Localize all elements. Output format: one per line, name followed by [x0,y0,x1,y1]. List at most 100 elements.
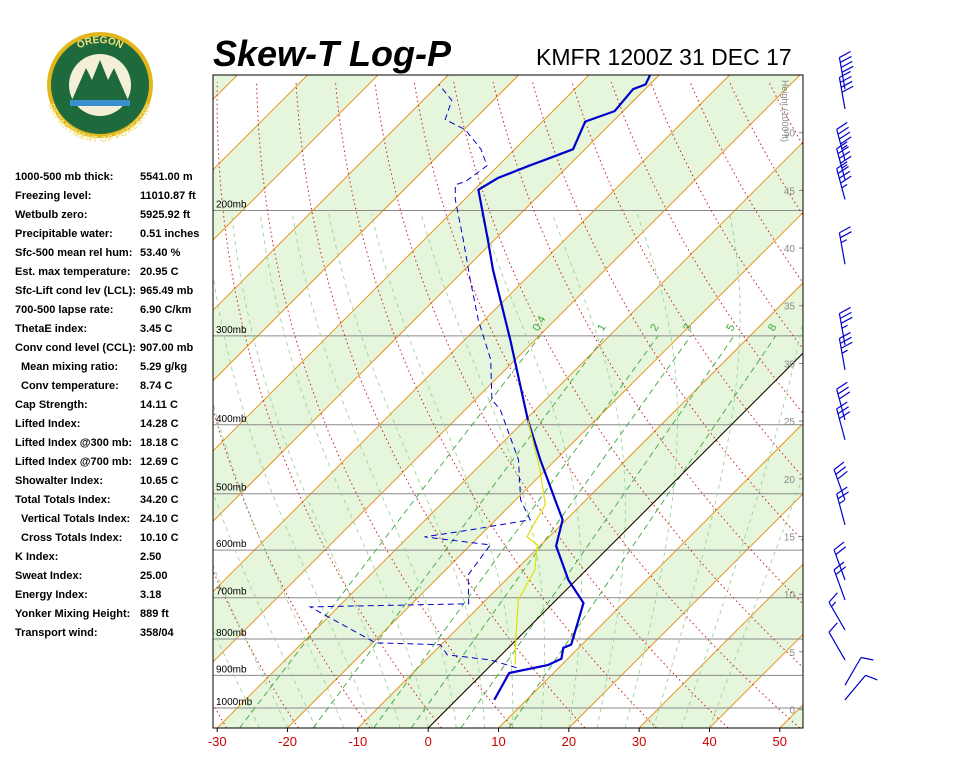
dry-adiabat [808,82,960,728]
index-value: 358/04 [140,627,175,639]
index-value: 10.10 C [140,532,179,544]
index-value: 889 ft [140,608,169,620]
pressure-label: 200mb [216,200,247,211]
wind-barb [833,461,848,501]
logo-top-label: OREGON [75,35,124,51]
wind-barb [836,141,852,180]
index-value: 14.28 C [140,418,179,430]
moist-adiabat [213,564,288,728]
wind-barb [833,561,847,601]
pressure-label: 300mb [216,325,247,336]
profile-line [514,419,546,665]
wind-barb [836,161,852,200]
height-tick-label: 20 [784,475,796,486]
isotherm [213,75,660,522]
height-tick-label: 5 [789,648,795,659]
x-tick-label: 40 [702,734,716,749]
wind-barb [828,592,846,631]
isotherm [216,141,803,728]
index-label: Cap Strength: [15,399,88,411]
wind-barb [836,121,852,161]
index-label: Sfc-Lift cond lev (LCL): [15,285,136,297]
mixing-ratio-line [239,335,541,728]
logo: OREGON DEPARTMENT OF FORESTRY [46,32,154,144]
pressure-label: 400mb [216,414,247,425]
chart-title: Skew-T Log-P [213,33,452,74]
index-value: 14.11 C [140,399,178,411]
index-value: 5541.00 m [140,171,193,183]
plot-overlay: 1000mb 900mb 800mb 700mb 600mb 500mb 400mb 300m… [216,80,803,717]
index-label: Wetbulb zero: [15,209,88,221]
moist-adiabat [291,213,457,728]
moist-adiabat [480,213,582,728]
pressure-label: 900mb [216,664,247,675]
mixing-ratio-label: 1 [595,322,608,333]
dry-adiabat [295,82,586,728]
isotherm [213,75,801,663]
height-tick-label: 0 [789,706,795,717]
mixing-ratio-line [410,335,692,728]
moist-adiabat [680,318,803,728]
index-label: Showalter Index: [15,475,103,487]
index-label: Total Totals Index: [15,494,111,506]
wind-barb [844,656,874,686]
dry-adiabat [216,82,442,728]
freezing-isotherm [427,352,803,728]
moist-adiabat [420,213,545,728]
profile-line [308,84,531,669]
isotherm [213,75,730,593]
index-value: 965.49 mb [140,285,193,297]
wind-barb [838,331,853,371]
wind-barb [836,486,849,526]
mixing-ratio-label: 2 [648,322,661,333]
index-label: 700-500 lapse rate: [15,304,113,316]
x-tick-label: 50 [773,734,787,749]
height-tick-label: 35 [784,302,796,313]
index-label: Transport wind: [15,627,98,639]
index-value: 18.18 C [140,437,179,449]
index-value: 53.40 % [140,247,181,259]
height-tick-label: 15 [784,532,796,543]
mixing-ratio-line [312,335,606,728]
plot-area: 0.4 1 2 3 5 8 [213,75,960,728]
index-label: Lifted Index: [15,418,80,430]
indices-panel: 1000-500 mb thick: 5541.00 m Freezing leve… [15,171,199,639]
x-tick-label: -30 [208,734,227,749]
wind-barb [838,70,854,110]
moist-adiabat [213,401,345,728]
moist-adiabat [551,213,626,728]
isotherm [213,75,449,311]
index-value: 5.29 g/kg [140,361,187,373]
isotherm [357,282,803,728]
plot-frame [212,74,804,729]
height-tick-label: 45 [784,186,796,197]
index-value: 12.69 C [140,456,179,468]
x-tick-label: 0 [425,734,432,749]
isotherm [213,75,519,382]
profile-line [477,75,652,701]
x-tick-label: 10 [491,734,505,749]
index-value: 3.18 [140,589,161,601]
moist-adiabat [370,213,514,728]
index-label: ThetaE index: [15,323,87,335]
height-tick-label: 50 [784,129,796,140]
isotherm-band [779,704,803,728]
height-tick-label: 40 [784,244,796,255]
wind-barb [836,381,851,421]
index-value: 10.65 C [140,475,179,487]
index-label: Conv cond level (CCL): [15,342,136,354]
wind-barb [838,306,853,346]
dry-adiabat [927,82,960,728]
isotherm [287,211,803,728]
index-value: 6.90 C/km [140,304,192,316]
x-tick-label: -10 [348,734,367,749]
index-label: K Index: [15,551,58,563]
index-label: Energy Index: [15,589,88,601]
dry-adiabat [374,82,729,728]
index-label: Cross Totals Index: [21,532,122,544]
index-label: Est. max temperature: [15,266,131,278]
index-value: 3.45 C [140,323,172,335]
index-label: Sfc-500 mean rel hum: [15,247,132,259]
isotherm [568,493,803,728]
